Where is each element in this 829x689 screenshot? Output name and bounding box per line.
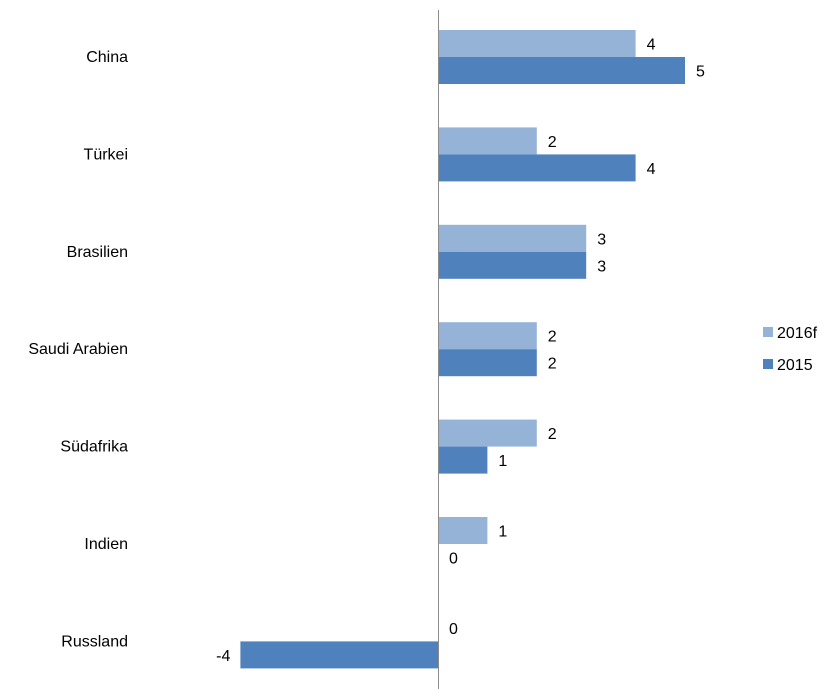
category-label-russland: Russland — [61, 633, 128, 650]
value-label-2016f-brasilien: 3 — [597, 231, 606, 248]
category-label-brasilien: Brasilien — [67, 244, 128, 261]
category-label-sudafrika: Südafrika — [60, 439, 128, 456]
value-label-2015-indien: 0 — [449, 551, 458, 568]
bar-2016f-sudafrika — [438, 419, 537, 447]
value-label-2016f-sudafrika: 2 — [548, 426, 557, 443]
value-label-2015-brasilien: 3 — [597, 258, 606, 275]
value-label-2016f-saudi-arabien: 2 — [548, 329, 557, 346]
bars — [240, 30, 685, 669]
value-labels: 4 5 2 4 3 3 2 2 2 1 1 0 0 -4 — [216, 37, 705, 665]
value-label-2015-turkei: 4 — [647, 161, 656, 178]
bar-2016f-china — [438, 30, 636, 57]
bar-2016f-indien — [438, 517, 488, 544]
value-label-2016f-russland: 0 — [449, 621, 458, 638]
bar-2015-brasilien — [438, 251, 587, 279]
value-label-2016f-turkei: 2 — [548, 134, 557, 151]
category-label-china: China — [86, 49, 128, 66]
legend-label-2015: 2015 — [777, 357, 813, 374]
value-label-2015-saudi-arabien: 2 — [548, 356, 557, 373]
bar-2016f-saudi-arabien — [438, 322, 537, 350]
category-label-turkei: Türkei — [84, 146, 128, 163]
bar-2016f-brasilien — [438, 224, 587, 252]
value-label-2015-russland: -4 — [216, 648, 230, 665]
value-label-2016f-indien: 1 — [498, 524, 507, 541]
category-labels: China Türkei Brasilien Saudi Arabien Südafri… — [28, 49, 128, 650]
legend-swatch-2015 — [763, 359, 773, 369]
bar-2015-turkei — [438, 154, 636, 182]
category-label-saudi-arabien: Saudi Arabien — [28, 341, 128, 358]
bar-2016f-turkei — [438, 127, 537, 155]
value-label-2016f-china: 4 — [647, 37, 656, 54]
bar-2015-china — [438, 57, 685, 84]
bar-2015-russland — [240, 641, 438, 669]
legend-swatch-2016f — [763, 327, 773, 337]
legend-label-2016f: 2016f — [777, 325, 818, 342]
value-label-2015-sudafrika: 1 — [498, 453, 507, 470]
value-label-2015-china: 5 — [696, 64, 705, 81]
category-label-indien: Indien — [84, 536, 128, 553]
bar-2015-sudafrika — [438, 446, 488, 474]
bar-2015-saudi-arabien — [438, 349, 537, 377]
legend: 2016f 2015 — [763, 325, 818, 374]
